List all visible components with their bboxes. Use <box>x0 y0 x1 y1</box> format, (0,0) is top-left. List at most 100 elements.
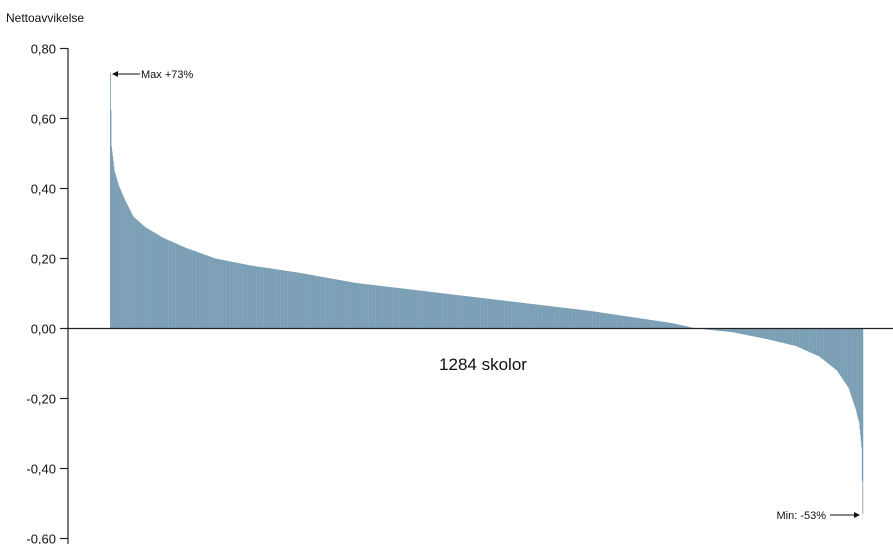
school-bar <box>217 259 219 329</box>
school-bar <box>480 297 481 329</box>
school-bar <box>164 238 166 329</box>
school-bar <box>756 328 758 338</box>
school-bar <box>740 328 742 334</box>
school-bar <box>227 260 229 329</box>
school-bar <box>260 266 261 329</box>
school-bar <box>758 328 759 338</box>
school-bar <box>329 278 331 329</box>
school-bar <box>471 296 473 329</box>
school-bar <box>474 297 476 329</box>
school-bar <box>196 251 198 329</box>
school-bar <box>220 259 222 329</box>
school-bar <box>843 328 845 381</box>
school-bar <box>824 328 826 362</box>
school-bar <box>266 267 268 329</box>
school-bar <box>659 321 661 329</box>
school-bar <box>440 293 442 329</box>
school-bar <box>821 328 823 359</box>
school-bar <box>504 300 506 329</box>
school-bar <box>604 313 606 329</box>
school-bar <box>723 328 725 332</box>
school-bar <box>795 328 797 346</box>
school-bar <box>629 316 630 329</box>
school-bar <box>739 328 741 334</box>
school-bar <box>406 289 407 329</box>
max-arrow-head <box>112 71 118 77</box>
school-bar <box>178 244 179 329</box>
school-bar <box>277 269 278 329</box>
school-bar <box>635 317 637 329</box>
school-bar <box>373 285 375 329</box>
school-bar <box>749 328 751 336</box>
school-bar <box>604 313 606 329</box>
school-bar <box>468 296 470 329</box>
school-bar <box>112 156 114 329</box>
school-bar <box>813 328 814 354</box>
school-bar <box>378 285 379 329</box>
school-bar <box>414 290 416 329</box>
school-bar <box>432 292 434 329</box>
school-bar <box>642 318 644 329</box>
school-bar <box>783 328 785 344</box>
school-bar <box>539 304 541 329</box>
school-bar <box>268 268 270 329</box>
school-bar <box>685 326 687 329</box>
school-bar <box>745 328 747 335</box>
school-bar <box>648 319 650 329</box>
school-bar <box>448 294 450 329</box>
school-bar <box>809 328 810 353</box>
school-bar <box>662 321 664 329</box>
school-bar <box>496 299 498 329</box>
school-bar <box>210 257 212 329</box>
school-bar <box>554 306 556 329</box>
school-bar <box>322 277 324 329</box>
school-bar <box>494 299 495 329</box>
school-bar <box>631 317 633 329</box>
school-bar <box>416 290 417 329</box>
school-bar <box>736 328 738 334</box>
school-bar <box>264 267 266 329</box>
school-bar <box>468 296 470 329</box>
school-bar <box>219 259 220 329</box>
school-bar <box>360 283 362 329</box>
school-bar <box>716 328 718 331</box>
school-bar <box>121 192 122 329</box>
school-bar <box>751 328 753 337</box>
school-bar <box>421 290 423 329</box>
school-bar <box>335 279 337 329</box>
school-bar <box>239 263 240 329</box>
school-bar <box>374 285 376 329</box>
school-bar <box>397 288 399 329</box>
school-bar <box>378 285 380 329</box>
school-bar <box>302 273 304 329</box>
school-bar <box>118 185 120 329</box>
school-bar <box>224 260 226 329</box>
school-bar <box>794 328 796 346</box>
school-bar <box>643 318 644 329</box>
school-bar <box>345 281 347 329</box>
school-bar <box>456 295 458 329</box>
school-bar <box>110 73 111 329</box>
school-bar <box>757 328 759 338</box>
y-axis-title: Nettoavvikelse <box>6 11 84 25</box>
school-bar <box>208 256 210 329</box>
school-bar <box>561 307 563 329</box>
school-bar <box>413 289 415 329</box>
school-bar <box>123 197 125 329</box>
school-bar <box>243 264 245 329</box>
school-bar <box>134 217 135 329</box>
school-bar <box>546 305 548 329</box>
school-bar <box>376 285 378 329</box>
school-bar <box>579 309 581 329</box>
school-bar <box>183 246 185 329</box>
school-bar <box>658 321 660 329</box>
school-bar <box>836 328 838 371</box>
school-bar <box>292 271 294 329</box>
school-bar <box>328 278 330 329</box>
school-bar <box>737 328 739 334</box>
school-bar <box>758 328 760 338</box>
school-bar <box>681 325 683 329</box>
school-bar <box>626 316 627 329</box>
school-bar <box>133 217 135 329</box>
school-bar <box>256 266 257 329</box>
